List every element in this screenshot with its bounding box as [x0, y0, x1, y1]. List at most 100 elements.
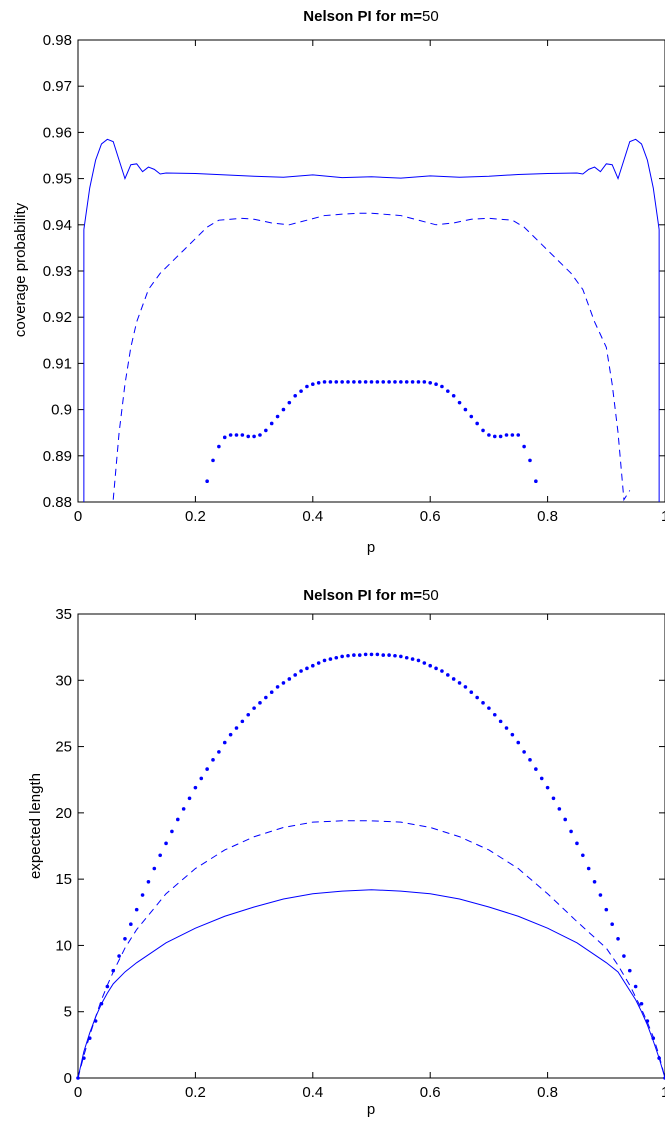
y-tick-label: 0.93 [43, 263, 72, 280]
data-point [504, 433, 509, 437]
data-point [387, 380, 391, 384]
data-point [287, 400, 292, 405]
chart-title-value: 50 [422, 587, 439, 604]
x-tick-label: 0 [74, 508, 82, 525]
data-point [199, 776, 204, 781]
data-point [269, 421, 274, 426]
y-tick-label: 15 [55, 871, 72, 888]
data-point [504, 726, 509, 730]
data-point [598, 893, 603, 897]
data-point [346, 653, 350, 658]
data-point [510, 433, 515, 437]
data-point [446, 389, 450, 393]
x-tick-label: 0.4 [302, 508, 323, 525]
data-point [410, 657, 415, 661]
x-tick-label: 0.2 [185, 508, 206, 525]
x-tick-label: 0 [74, 1084, 82, 1101]
data-point [369, 652, 374, 657]
data-point [222, 435, 227, 440]
y-tick-label: 25 [55, 739, 72, 756]
data-point [510, 732, 515, 737]
data-point [528, 458, 532, 463]
y-tick-label: 0.98 [43, 32, 72, 49]
x-tick-label: 1 [661, 1084, 665, 1101]
data-point [111, 968, 116, 973]
y-tick-label: 35 [55, 606, 72, 623]
y-tick-label: 0.88 [43, 494, 72, 511]
data-point [269, 690, 274, 695]
data-point [469, 690, 474, 695]
data-point [475, 421, 479, 426]
data-point [657, 1056, 661, 1060]
data-point [492, 434, 497, 439]
data-point [498, 719, 503, 724]
data-point [240, 719, 245, 724]
x-tick-label: 0.4 [302, 1084, 323, 1101]
plot-area-frame [77, 39, 665, 503]
data-point [522, 750, 526, 754]
data-point [228, 433, 233, 437]
data-point [399, 380, 403, 384]
data-point [487, 433, 491, 437]
data-point [252, 434, 256, 439]
data-point [399, 654, 403, 659]
data-point [381, 653, 386, 657]
data-point [428, 663, 433, 668]
data-point [299, 389, 303, 393]
data-point [581, 853, 585, 858]
data-point [363, 380, 368, 384]
data-point [534, 479, 538, 484]
data-point [164, 841, 168, 846]
data-point [293, 393, 297, 398]
data-point [492, 712, 497, 717]
dashed-series-line [77, 820, 665, 1079]
data-point [140, 893, 145, 897]
y-tick-labels: 0 5 10 15 20 25 30 35 [55, 606, 72, 1087]
solid-series-line [77, 889, 665, 1079]
data-point [434, 666, 438, 671]
data-point [211, 458, 215, 463]
x-tick-label: 0.8 [537, 508, 558, 525]
series-group [83, 138, 660, 502]
data-point [240, 433, 245, 437]
data-point [422, 661, 427, 665]
x-axis-label: p [367, 1101, 375, 1118]
data-point [563, 817, 568, 822]
data-point [328, 657, 333, 661]
data-point [352, 653, 356, 657]
data-point [217, 750, 221, 754]
data-point [93, 1019, 98, 1023]
data-point [305, 384, 309, 389]
data-point [99, 1001, 104, 1006]
data-point [287, 677, 292, 681]
data-point [316, 661, 321, 665]
data-point [193, 785, 198, 790]
data-point [375, 652, 380, 657]
data-point [422, 380, 427, 384]
data-point [205, 767, 209, 771]
data-point [545, 785, 550, 790]
data-point [446, 673, 450, 677]
data-point [463, 407, 468, 412]
coverage-probability-chart: Nelson PI for m=50 0.880.890.90.910.920.… [12, 8, 665, 556]
data-point [275, 685, 280, 689]
data-point [281, 681, 286, 685]
data-point [217, 444, 221, 449]
data-point [222, 740, 227, 745]
data-point [410, 380, 415, 384]
data-point [258, 433, 262, 437]
data-point [275, 414, 280, 419]
y-tick-label: 10 [55, 937, 72, 954]
y-axis-label: expected length [27, 773, 44, 879]
data-point [328, 380, 333, 384]
data-point [246, 434, 251, 439]
data-point [534, 767, 538, 771]
data-point [387, 653, 391, 657]
data-point [205, 479, 209, 484]
y-tick-label: 0.89 [43, 448, 72, 465]
data-point [551, 796, 556, 801]
data-point [211, 758, 215, 762]
data-point [440, 669, 444, 673]
y-tick-label: 30 [55, 672, 72, 689]
y-tick-label: 0.9 [51, 402, 72, 419]
